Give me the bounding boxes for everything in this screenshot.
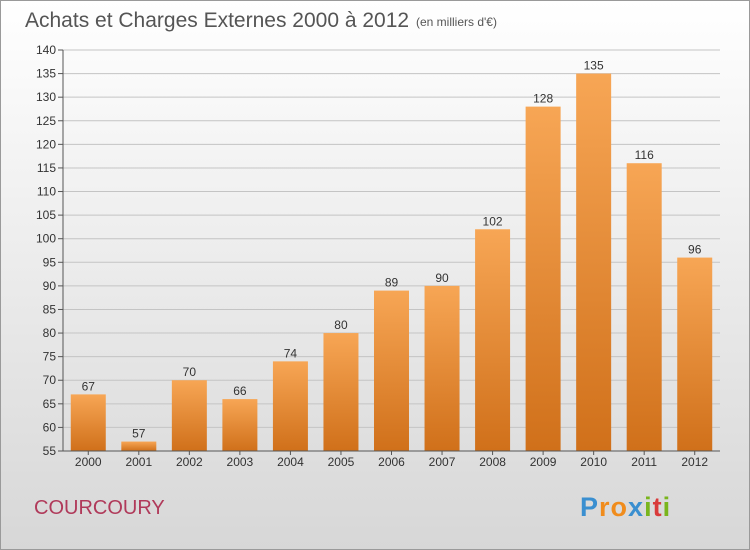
bar-2005 [323, 333, 359, 451]
x-axis: 2000 2001 2002 2003 2004 2005 2006 2007 2008 2009… [63, 450, 720, 469]
brand-letter: i [663, 492, 672, 522]
bar-2008 [475, 229, 511, 451]
value-label-2007: 90 [435, 271, 449, 285]
x-tick-label-2012: 2012 [681, 455, 708, 469]
y-tick-label: 60 [43, 420, 57, 434]
value-label-2010: 135 [584, 59, 604, 73]
chart-title: Achats et Charges Externes 2000 à 2012 [25, 9, 409, 32]
x-tick-label-2007: 2007 [429, 455, 456, 469]
chart-unit: (en milliers d'€) [416, 15, 497, 29]
bar-2004 [272, 361, 308, 451]
x-tick-label-2002: 2002 [176, 455, 203, 469]
value-label-2006: 89 [385, 276, 399, 290]
value-label-2009: 128 [533, 92, 553, 106]
x-tick-label-2010: 2010 [580, 455, 607, 469]
y-tick-label: 120 [36, 137, 56, 151]
value-label-2005: 80 [334, 318, 348, 332]
bar-2002 [171, 380, 207, 451]
y-tick-label: 105 [36, 208, 56, 222]
x-tick-label-2008: 2008 [479, 455, 506, 469]
y-tick-label: 90 [43, 279, 57, 293]
y-tick-label: 95 [43, 255, 57, 269]
x-tick-label-2005: 2005 [328, 455, 355, 469]
x-tick-label-2009: 2009 [530, 455, 557, 469]
brand-letter: i [644, 492, 653, 522]
x-tick-label-2006: 2006 [378, 455, 405, 469]
y-tick-label: 110 [37, 185, 56, 199]
x-tick-label-2003: 2003 [227, 455, 254, 469]
bar-2003 [222, 399, 258, 451]
brand-letter: r [599, 492, 611, 522]
y-tick-label: 55 [43, 444, 57, 458]
bar-2012 [677, 257, 713, 451]
y-axis: 55 60 65 70 75 80 85 90 95 100 105 110 115 120 125 130 1… [36, 43, 64, 458]
brand-letter: x [628, 492, 644, 522]
x-tick-label-2004: 2004 [277, 455, 304, 469]
brand-letter: P [580, 492, 599, 522]
value-label-2011: 116 [635, 148, 654, 162]
y-tick-label: 75 [43, 350, 57, 364]
bar-2000 [70, 394, 106, 451]
y-tick-label: 140 [36, 43, 56, 57]
value-label-2001: 57 [132, 427, 146, 441]
bar-2009 [525, 106, 561, 452]
commune-name: COURCOURY [34, 497, 165, 519]
y-tick-label: 85 [43, 302, 57, 316]
x-tick-label-2000: 2000 [75, 455, 102, 469]
value-label-2002: 70 [183, 365, 197, 379]
y-tick-label: 80 [43, 326, 57, 340]
bars: 67 57 70 66 74 80 89 90 102 128 135 116 96 [70, 59, 713, 452]
bar-2010 [576, 73, 612, 452]
value-label-2012: 96 [688, 243, 702, 257]
x-tick-label-2011: 2011 [631, 455, 657, 469]
value-label-2003: 66 [233, 384, 247, 398]
bar-2006 [374, 290, 409, 451]
y-tick-label: 70 [43, 373, 57, 387]
value-label-2008: 102 [483, 214, 503, 228]
bar-2007 [424, 285, 460, 451]
y-tick-label: 100 [36, 232, 56, 246]
brand-letter: t [653, 492, 663, 522]
brand-logo: Proxiti [580, 492, 671, 522]
y-tick-label: 130 [36, 90, 56, 104]
bar-2001 [121, 441, 157, 451]
y-tick-label: 125 [36, 114, 56, 128]
value-label-2000: 67 [82, 379, 96, 393]
y-tick-label: 115 [37, 161, 56, 175]
bar-2011 [626, 163, 662, 452]
y-tick-label: 135 [36, 67, 56, 81]
x-tick-label-2001: 2001 [125, 455, 152, 469]
brand-letter: o [611, 492, 629, 522]
value-label-2004: 74 [284, 346, 298, 360]
y-tick-label: 65 [43, 397, 57, 411]
